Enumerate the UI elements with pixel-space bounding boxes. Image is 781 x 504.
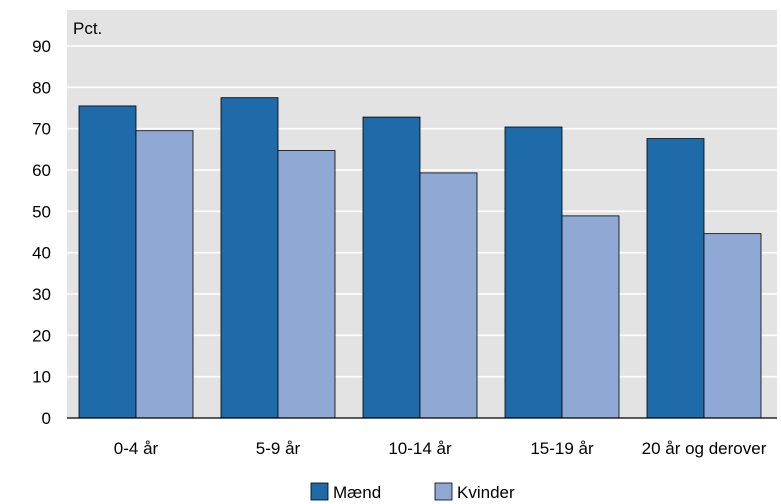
x-category-label: 15-19 år xyxy=(530,439,594,458)
y-axis-ticks: 0 10 20 30 40 50 60 70 80 90 xyxy=(32,37,51,428)
bar-maend xyxy=(362,116,421,419)
legend-swatch xyxy=(434,482,453,501)
y-axis-unit-label: Pct. xyxy=(73,19,102,38)
y-tick-label: 30 xyxy=(32,285,51,304)
y-tick-label: 90 xyxy=(32,37,51,56)
legend-swatch xyxy=(310,482,329,501)
legend: Mænd Kvinder xyxy=(310,482,515,502)
bar-kvinder xyxy=(277,150,336,419)
bar-kvinder xyxy=(561,215,620,419)
bar-maend xyxy=(504,126,563,419)
y-tick-label: 70 xyxy=(32,120,51,139)
bar-kvinder xyxy=(419,172,478,419)
bar-maend xyxy=(220,97,279,419)
x-category-label: 20 år og derover xyxy=(642,439,767,458)
y-tick-label: 0 xyxy=(42,409,51,428)
bar-kvinder xyxy=(703,233,762,419)
bar-kvinder xyxy=(135,130,194,419)
legend-label: Mænd xyxy=(333,483,381,502)
x-axis-categories: 0-4 år 5-9 år 10-14 år 15-19 år 20 år og der… xyxy=(114,439,767,458)
legend-label: Kvinder xyxy=(457,483,515,502)
y-tick-label: 40 xyxy=(32,244,51,263)
y-tick-label: 20 xyxy=(32,326,51,345)
bar-maend xyxy=(78,105,137,419)
x-category-label: 5-9 år xyxy=(256,439,301,458)
y-tick-label: 50 xyxy=(32,202,51,221)
bar-maend xyxy=(646,138,705,419)
y-tick-label: 60 xyxy=(32,161,51,180)
bars xyxy=(78,97,762,419)
y-tick-label: 80 xyxy=(32,78,51,97)
x-category-label: 0-4 år xyxy=(114,439,159,458)
x-category-label: 10-14 år xyxy=(388,439,452,458)
y-tick-label: 10 xyxy=(32,368,51,387)
